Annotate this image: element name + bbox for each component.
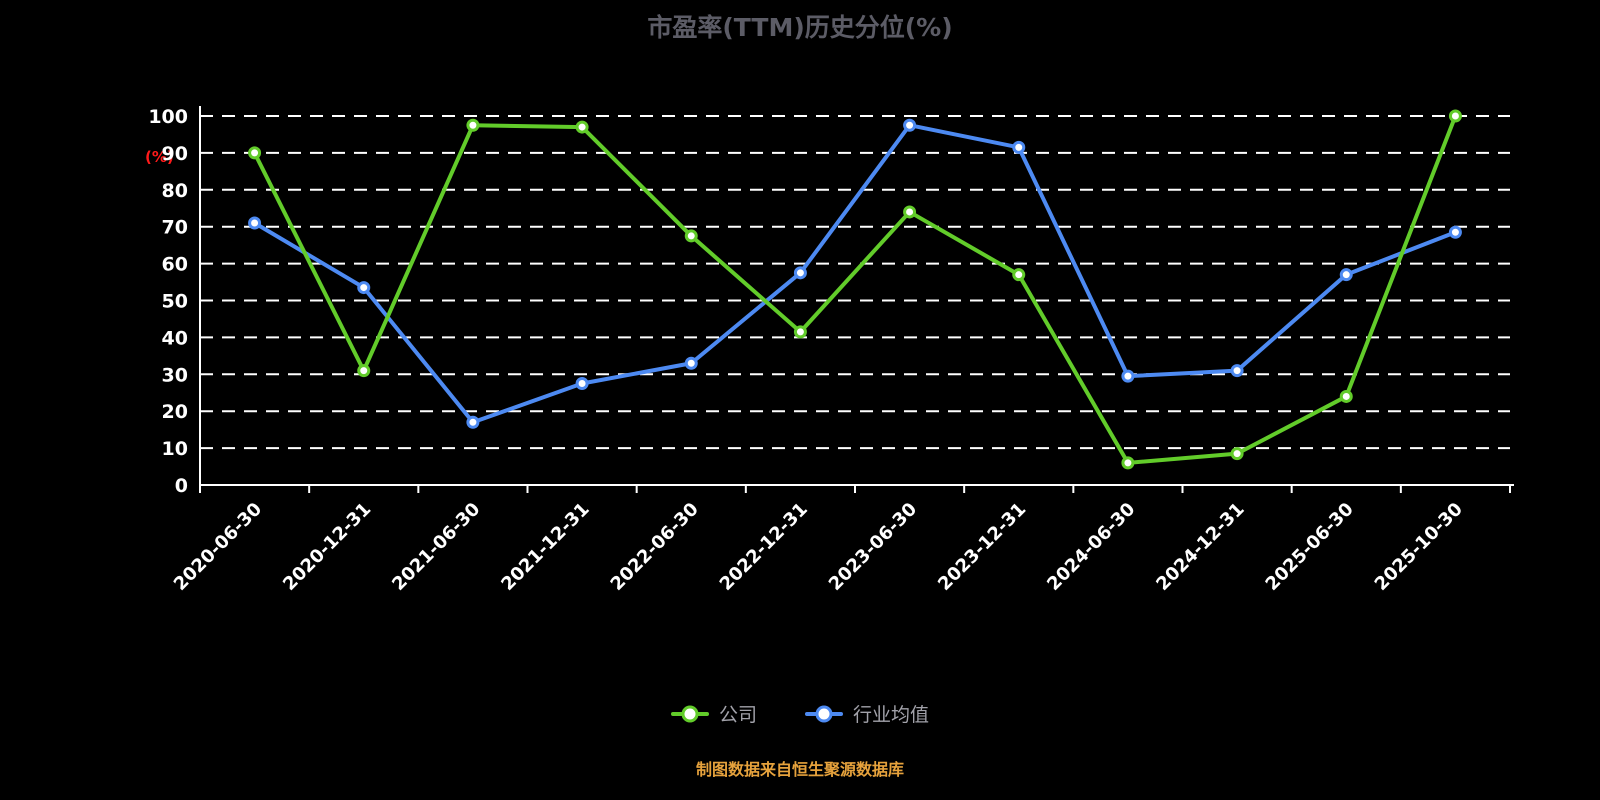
- series-line-行业均值: [252, 123, 1458, 425]
- y-axis-tick-label: 30: [162, 364, 188, 386]
- x-axis-tick-label: 2023-12-31: [934, 499, 1030, 595]
- data-point-公司: [1339, 389, 1353, 403]
- legend-item-company[interactable]: 公司: [670, 700, 757, 727]
- x-axis-tick-label: 2020-06-30: [170, 499, 266, 595]
- data-point-公司: [1012, 268, 1026, 282]
- y-axis-tick-label: 100: [148, 106, 188, 128]
- industry-series-marker-icon: [805, 705, 843, 722]
- y-axis-tick-label: 40: [162, 327, 188, 349]
- data-point-公司: [575, 120, 589, 134]
- x-axis-tick-label: 2022-12-31: [716, 499, 812, 595]
- x-axis-tick-label: 2021-12-31: [497, 499, 593, 595]
- data-point-公司: [793, 325, 807, 339]
- data-point-行业均值: [1012, 140, 1026, 154]
- x-axis-tick-label: 2024-12-31: [1152, 499, 1248, 595]
- x-axis-tick-label: 2023-06-30: [825, 499, 921, 595]
- series-line-公司: [252, 114, 1458, 465]
- x-axis-tick-label: 2025-10-30: [1371, 499, 1467, 595]
- y-axis-tick-label: 20: [162, 401, 188, 423]
- y-axis-tick-label: 0: [175, 475, 188, 497]
- data-point-行业均值: [903, 118, 917, 132]
- y-axis-unit-label: (%): [145, 148, 174, 166]
- data-point-行业均值: [1121, 369, 1135, 383]
- data-source-note: 制图数据来自恒生聚源数据库: [695, 760, 904, 779]
- y-axis-tick-label: 50: [162, 291, 188, 313]
- x-axis-tick-label: 2022-06-30: [607, 499, 703, 595]
- data-point-行业均值: [466, 415, 480, 429]
- data-point-公司: [248, 146, 262, 160]
- x-axis-tick-label: 2024-06-30: [1043, 499, 1139, 595]
- data-point-公司: [903, 205, 917, 219]
- data-point-行业均值: [684, 356, 698, 370]
- data-point-公司: [1448, 109, 1462, 123]
- data-point-公司: [466, 118, 480, 132]
- data-point-公司: [684, 229, 698, 243]
- chart-legend: 公司 行业均值: [0, 700, 1600, 727]
- data-point-行业均值: [793, 266, 807, 280]
- company-series-marker-icon: [670, 705, 709, 722]
- data-point-公司: [1121, 456, 1135, 470]
- data-point-公司: [357, 364, 371, 378]
- y-axis-tick-label: 70: [162, 217, 188, 239]
- legend-label-industry-average: 行业均值: [853, 704, 930, 726]
- data-point-行业均值: [357, 281, 371, 295]
- legend-label-company: 公司: [718, 704, 757, 726]
- chart-title: 市盈率(TTM)历史分位(%): [647, 13, 953, 42]
- y-axis-tick-label: 80: [162, 180, 188, 202]
- x-axis-tick-label: 2020-12-31: [279, 499, 375, 595]
- data-point-公司: [1230, 447, 1244, 461]
- data-point-行业均值: [1339, 268, 1353, 282]
- x-axis-tick-label: 2025-06-30: [1262, 499, 1358, 595]
- y-axis-tick-label: 90: [162, 143, 188, 165]
- data-point-行业均值: [575, 377, 589, 391]
- data-point-行业均值: [248, 216, 262, 230]
- legend-item-industry-average[interactable]: 行业均值: [805, 700, 929, 727]
- data-point-行业均值: [1448, 225, 1462, 239]
- x-axis-tick-label: 2021-06-30: [388, 499, 484, 595]
- y-axis-tick-label: 10: [162, 438, 188, 460]
- y-axis-tick-label: 60: [162, 254, 188, 276]
- data-point-行业均值: [1230, 364, 1244, 378]
